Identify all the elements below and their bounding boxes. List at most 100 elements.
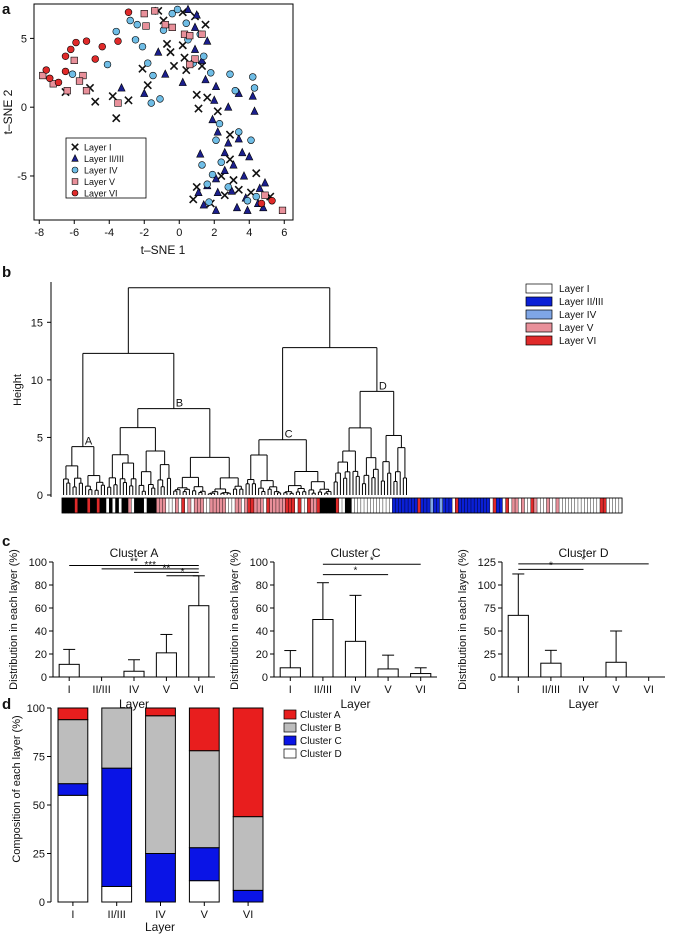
- point-layer-iv: [147, 99, 155, 107]
- legend-swatch: [525, 283, 553, 294]
- y-tick-label: 80: [256, 580, 268, 592]
- strip-cell: [505, 497, 510, 514]
- strip-cell: [96, 497, 101, 514]
- point-layer-ii-iii: [196, 149, 205, 158]
- point-layer-i: [180, 53, 189, 62]
- y-tick-label: 50: [484, 626, 496, 638]
- legend-swatch: [283, 748, 297, 759]
- x-tick-label: 0: [176, 227, 182, 239]
- strip-cell: [253, 497, 258, 514]
- x-tick-label: -4: [104, 227, 114, 239]
- point-layer-i-stroke: [178, 8, 187, 17]
- strip-cell: [313, 497, 318, 514]
- strip-cell: [266, 497, 271, 514]
- y-tick-label: 5: [37, 432, 43, 444]
- strip-cell: [467, 497, 472, 514]
- significance-stars: **: [163, 563, 171, 574]
- strip-cell: [366, 497, 371, 514]
- point-layer-v: [142, 22, 150, 30]
- legend-label: Layer V: [84, 177, 115, 187]
- point-layer-vi: [124, 8, 133, 16]
- point-layer-ii-iii: [243, 205, 252, 214]
- point-layer-vi: [72, 38, 80, 47]
- bar-i: [507, 614, 529, 678]
- strip-cell: [379, 497, 384, 514]
- strip-cell: [555, 497, 560, 514]
- legend-swatch: [283, 722, 297, 733]
- point-layer-ii-iii: [224, 102, 233, 111]
- stack-cluster-b: [232, 816, 264, 891]
- strip-cell: [93, 497, 98, 514]
- strip-cell: [222, 497, 226, 514]
- point-layer-i: [91, 97, 100, 106]
- legend-marker-stroke: [71, 143, 79, 151]
- y-tick-label: 0: [21, 102, 27, 114]
- strip-cell: [71, 497, 75, 514]
- strip-cell: [429, 497, 434, 514]
- strip-cell: [357, 497, 362, 514]
- strip-cell: [395, 497, 400, 514]
- x-tick-label: VI: [194, 684, 204, 696]
- cluster-label-b: B: [176, 398, 183, 410]
- strip-cell: [373, 497, 378, 514]
- strip-cell: [404, 497, 409, 514]
- legend-swatch: [283, 709, 297, 720]
- point-layer-ii-iii: [245, 151, 254, 161]
- point-layer-i-stroke: [112, 114, 121, 123]
- point-layer-iv: [112, 27, 120, 36]
- composition-y-axis-label: Composition of each layer (%): [11, 715, 23, 862]
- x-tick-label: I: [517, 684, 520, 696]
- point-layer-v: [186, 32, 194, 40]
- y-tick-label: 75: [484, 603, 496, 615]
- point-layer-vi: [114, 37, 122, 45]
- point-layer-i-stroke: [180, 53, 189, 62]
- strip-cell: [241, 497, 245, 514]
- chart-title: Cluster D: [558, 546, 608, 560]
- point-layer-ii-iii: [211, 205, 221, 214]
- point-layer-iv: [217, 158, 225, 166]
- point-layer-iv: [208, 170, 217, 179]
- legend-swatch: [525, 335, 553, 346]
- point-layer-vi: [54, 78, 63, 87]
- point-layer-ii-iii: [224, 138, 233, 147]
- strip-cell: [187, 497, 192, 514]
- strip-cell: [203, 497, 208, 514]
- strip-cell: [502, 497, 506, 514]
- tsne-x-axis-label: t–SNE 1: [141, 243, 186, 257]
- strip-cell: [80, 497, 85, 514]
- strip-cell: [326, 497, 330, 514]
- significance-stars: **: [130, 556, 138, 567]
- point-layer-iv: [200, 52, 208, 60]
- strip-cell: [112, 497, 116, 514]
- stack-cluster-c: [101, 767, 133, 887]
- strip-cell: [448, 497, 453, 514]
- cluster-label-d: D: [379, 380, 387, 392]
- strip-cell: [99, 497, 104, 514]
- point-layer-i-stroke: [229, 175, 238, 185]
- strip-cell: [244, 497, 249, 514]
- strip-cell: [385, 497, 390, 514]
- x-tick-label: II/III: [92, 684, 110, 696]
- point-layer-vi: [268, 197, 276, 205]
- legend-label: Cluster D: [300, 749, 342, 760]
- point-layer-ii-iii: [238, 147, 247, 157]
- point-layer-vi: [98, 42, 106, 51]
- point-layer-v: [161, 21, 169, 29]
- y-tick-label: 125: [478, 557, 496, 569]
- strip-cell: [546, 497, 551, 514]
- strip-cell: [533, 497, 538, 514]
- point-layer-i-stroke: [266, 192, 275, 201]
- strip-cell: [86, 497, 91, 514]
- legend-swatch: [525, 309, 553, 320]
- point-layer-iv: [138, 42, 147, 51]
- point-layer-i: [178, 41, 187, 50]
- strip-cell: [237, 497, 242, 514]
- x-tick-label: 4: [246, 227, 252, 239]
- strip-cell: [480, 497, 484, 514]
- legend-swatch: [525, 322, 553, 333]
- strip-cell: [275, 497, 280, 514]
- x-axis-label: Layer: [568, 697, 598, 711]
- strip-cell: [162, 497, 167, 514]
- strip-cell: [483, 497, 488, 514]
- strip-cell: [332, 497, 337, 514]
